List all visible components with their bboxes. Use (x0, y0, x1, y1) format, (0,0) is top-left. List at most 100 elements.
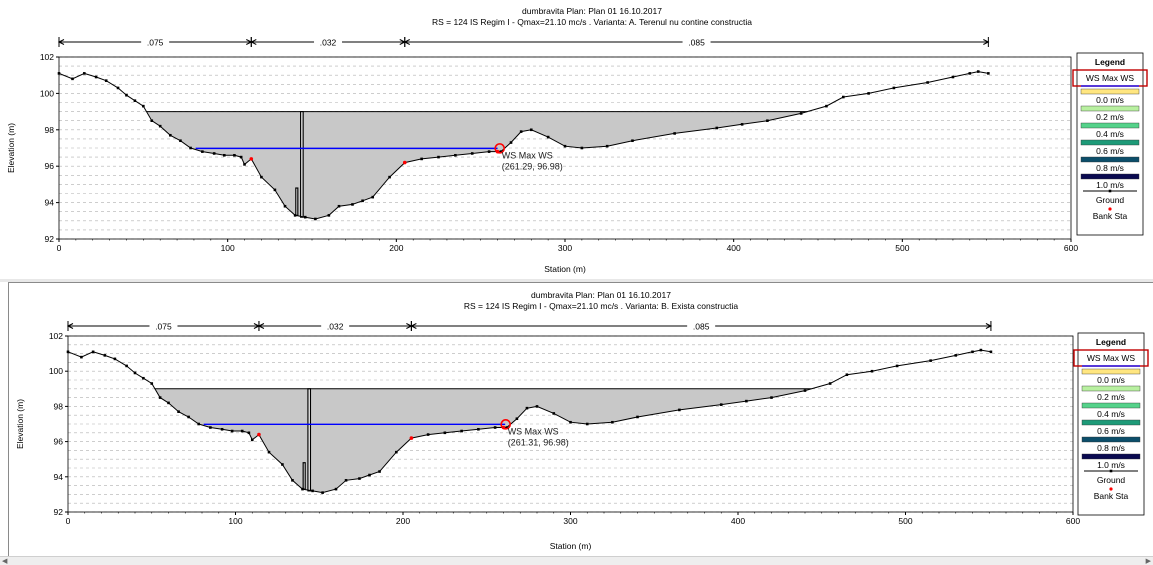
annotation-label: WS Max WS (502, 150, 553, 160)
x-tick-label: 200 (396, 516, 410, 526)
x-tick-label: 0 (57, 243, 62, 253)
ground-point (281, 463, 284, 466)
roughness-arrow (66, 323, 74, 329)
pier-obstruction (300, 110, 304, 218)
ground-point (167, 401, 170, 405)
legend: Legend WS Max WS 0.0 m/s 0.2 m/s 0.4 m/s 0.6 … (1073, 332, 1149, 516)
roughness-arrow (250, 39, 257, 45)
x-tick-label: 400 (731, 516, 745, 526)
ground-point (673, 132, 676, 135)
ground-point (314, 217, 317, 221)
roughness-label: .032 (327, 322, 344, 332)
roughness-label: .032 (320, 38, 337, 48)
ground-point (133, 99, 137, 102)
ground-point (220, 427, 224, 431)
legend-velocity-label: 0.8 m/s (1096, 163, 1124, 173)
roughness-label: .085 (693, 322, 710, 332)
ground-point (230, 429, 234, 433)
pier-obstruction (302, 462, 306, 490)
ground-point (989, 350, 993, 354)
legend-title: Legend (1095, 57, 1125, 67)
ground-point (546, 135, 550, 139)
ground-point (125, 93, 128, 97)
y-tick-label: 96 (54, 437, 64, 447)
roughness-arrow (985, 323, 993, 329)
ground-point (799, 112, 803, 115)
roughness-label-bg (149, 320, 178, 332)
ground-point (929, 359, 932, 362)
ground-point (291, 479, 294, 482)
ground-point (580, 146, 584, 150)
ground-point (371, 195, 375, 199)
ground-point (104, 79, 108, 82)
legend-velocity-label: 0.6 m/s (1096, 146, 1124, 156)
ground-point (125, 364, 128, 368)
legend-velocity-swatch (1080, 122, 1140, 129)
y-tick-label: 102 (49, 331, 63, 341)
ground-point (212, 152, 216, 155)
legend-velocity-swatch (1081, 419, 1141, 426)
ground-point (378, 470, 381, 473)
x-tick-label: 0 (66, 516, 71, 526)
ground-point (803, 389, 807, 392)
ground-point (870, 369, 874, 373)
scroll-left-icon[interactable]: ◀ (2, 558, 8, 565)
legend-velocity-swatch (1081, 436, 1141, 443)
ground-point (83, 72, 86, 75)
water-area (146, 111, 808, 219)
ground-point (327, 214, 331, 217)
ground-point (426, 433, 430, 436)
x-tick-label: 100 (221, 243, 235, 253)
water-area (154, 388, 812, 493)
ground-point (535, 405, 539, 408)
roughness-label-bg (141, 36, 170, 48)
ground-point (133, 371, 137, 375)
y-tick-label: 94 (45, 198, 55, 208)
legend-bank-marker (1109, 487, 1113, 491)
ground-point (971, 350, 974, 354)
legend-ground-marker (1109, 469, 1113, 473)
x-tick-label: 500 (895, 243, 909, 253)
legend-velocity-swatch (1080, 139, 1140, 146)
x-tick-label: 300 (563, 516, 577, 526)
ground-point (222, 153, 226, 157)
ground-point (187, 415, 190, 419)
ground-point (103, 354, 107, 357)
ground-point (828, 382, 832, 385)
ground-point (470, 152, 474, 155)
ground-point (477, 427, 480, 431)
ground-point (142, 104, 145, 108)
ground-point (368, 473, 371, 477)
x-axis-label: Station (m) (550, 541, 592, 551)
legend-ground-label: Ground (1096, 195, 1125, 205)
y-axis-label: Elevation (m) (6, 123, 16, 173)
legend-velocity-swatch (1080, 88, 1140, 95)
ground-point (745, 399, 748, 403)
chart-subtitle: RS = 124 IS Regim I - Qmax=21.10 mc/s . … (464, 301, 739, 311)
y-axis-label: Elevation (m) (15, 399, 25, 449)
horizontal-scrollbar[interactable]: ◀ ▶ (0, 556, 1153, 565)
legend-velocity-swatch (1080, 156, 1140, 163)
ground-point (158, 124, 162, 128)
roughness-label-bg (314, 36, 343, 48)
ground-point (493, 426, 497, 429)
legend-velocity-swatch (1080, 105, 1140, 112)
roughness-label: .085 (688, 38, 705, 48)
legend-bank-label: Bank Sta (1093, 211, 1128, 221)
ground-point (979, 348, 983, 352)
bank-station-point (249, 157, 254, 161)
ground-point (197, 422, 200, 426)
roughness-label-bg (687, 320, 716, 332)
ground-point (57, 72, 61, 75)
scroll-right-icon[interactable]: ▶ (1145, 558, 1151, 565)
ground-point (260, 175, 263, 179)
chart-title: dumbravita Plan: Plan 01 16.10.2017 (531, 290, 671, 300)
ground-point (179, 139, 182, 143)
ground-point (636, 415, 639, 419)
ground-point (892, 86, 896, 90)
ground-point (678, 408, 681, 412)
roughness-arrow (57, 39, 65, 45)
legend-bank-marker (1108, 207, 1112, 211)
